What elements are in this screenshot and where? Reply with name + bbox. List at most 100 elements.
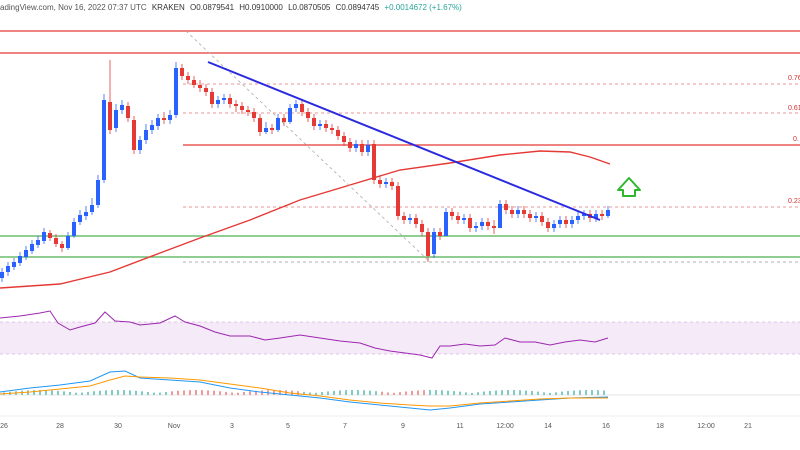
- macd-hist-bar: [135, 390, 137, 395]
- x-tick-label: 28: [56, 423, 64, 430]
- x-tick-label: 7: [343, 423, 347, 430]
- macd-hist-bar: [33, 390, 35, 395]
- rsi-line: [0, 310, 609, 359]
- macd-hist-bar: [327, 391, 329, 395]
- candle-body: [144, 130, 148, 140]
- x-tick-label: 21: [744, 423, 752, 430]
- candle-body: [180, 68, 184, 76]
- candle-body: [90, 205, 94, 212]
- macd-hist-bar: [393, 392, 395, 395]
- candle-body: [450, 212, 454, 216]
- candle-body: [6, 266, 10, 272]
- candle-body: [348, 142, 352, 148]
- macd-hist-bar: [99, 390, 101, 395]
- candle-body: [378, 180, 382, 184]
- candle-body: [192, 80, 196, 85]
- macd-hist-bar: [537, 391, 539, 395]
- macd-hist-bar: [171, 391, 173, 395]
- macd-hist-bar: [351, 390, 353, 395]
- candle-body: [468, 218, 472, 228]
- macd-hist-bar: [321, 392, 323, 395]
- x-tick-label: 18: [656, 423, 664, 430]
- candle-body: [480, 222, 484, 226]
- candle-body: [240, 106, 244, 110]
- macd-hist-bar: [147, 391, 149, 395]
- candle-body: [498, 204, 502, 228]
- macd-hist-bar: [315, 392, 317, 395]
- candle-body: [516, 210, 520, 214]
- macd-hist-bar: [531, 391, 533, 395]
- candle-body: [420, 224, 424, 232]
- macd-hist-bar: [423, 390, 425, 395]
- macd-hist-bar: [189, 390, 191, 395]
- macd-hist-bar: [27, 390, 29, 395]
- macd-hist-bar: [81, 392, 83, 395]
- x-tick-label: Nov: [168, 423, 181, 430]
- candle-body: [198, 85, 202, 88]
- x-tick-label: 16: [602, 423, 610, 430]
- macd-hist-bar: [165, 391, 167, 395]
- candle-body: [324, 124, 328, 128]
- macd-hist-bar: [567, 391, 569, 395]
- candle-body: [138, 140, 142, 150]
- macd-hist-bar: [123, 390, 125, 395]
- candle-body: [402, 216, 406, 220]
- candle-body: [594, 214, 598, 218]
- candle-body: [552, 224, 556, 228]
- candle-body: [282, 118, 286, 122]
- candle-body: [54, 238, 58, 244]
- candle-body: [210, 92, 214, 104]
- macd-hist-bar: [57, 390, 59, 395]
- macd-hist-bar: [399, 392, 401, 395]
- macd-hist-bar: [105, 390, 107, 395]
- candle-body: [528, 214, 532, 218]
- candle-body: [24, 250, 28, 257]
- macd-hist-bar: [513, 390, 515, 395]
- macd-hist-bar: [357, 390, 359, 395]
- candle-body: [432, 232, 436, 254]
- macd-hist-bar: [585, 390, 587, 395]
- x-tick-label: 26: [0, 423, 8, 430]
- macd-hist-bar: [63, 391, 65, 395]
- macd-hist-bar: [375, 391, 377, 395]
- macd-hist-bar: [69, 391, 71, 395]
- macd-hist-bar: [363, 390, 365, 395]
- macd-hist-bar: [459, 391, 461, 395]
- macd-hist-bar: [243, 392, 245, 395]
- macd-hist-bar: [447, 390, 449, 395]
- candle-body: [534, 216, 538, 218]
- macd-hist-bar: [279, 390, 281, 395]
- rsi-band: [0, 322, 800, 354]
- macd-hist-bar: [93, 391, 95, 395]
- candle-body: [276, 118, 280, 130]
- dashed-diagonal: [185, 30, 431, 263]
- candle-body: [558, 220, 562, 224]
- candle-body: [414, 218, 418, 224]
- chart-header: adingView.com, Nov 16, 2022 07:37 UTC KR…: [0, 3, 465, 12]
- macd-hist-bar: [87, 391, 89, 395]
- fib-label-2: 0.: [793, 136, 799, 143]
- candle-body: [60, 244, 64, 248]
- macd-panel: [0, 370, 800, 411]
- macd-hist-bar: [219, 391, 221, 395]
- macd-hist-bar: [597, 390, 599, 395]
- macd-hist-bar: [555, 392, 557, 395]
- macd-hist-bar: [369, 390, 371, 395]
- macd-hist-bar: [51, 390, 53, 395]
- candle-body: [108, 102, 112, 130]
- macd-hist-bar: [411, 390, 413, 395]
- macd-hist-bar: [207, 390, 209, 395]
- macd-hist-bar: [141, 391, 143, 395]
- macd-hist-bar: [573, 390, 575, 395]
- macd-hist-bar: [255, 390, 257, 395]
- fib-label-0: 0.76: [788, 75, 800, 82]
- macd-hist-bar: [225, 391, 227, 395]
- macd-hist-bar: [471, 392, 473, 395]
- candle-body: [384, 182, 388, 184]
- candle-body: [78, 215, 82, 222]
- header-change: +0.0014672 (+1.67%): [384, 3, 462, 12]
- macd-hist-bar: [75, 392, 77, 395]
- candle-body: [294, 104, 298, 108]
- header-source: adingView.com, Nov 16, 2022 07:37 UTC: [0, 3, 147, 12]
